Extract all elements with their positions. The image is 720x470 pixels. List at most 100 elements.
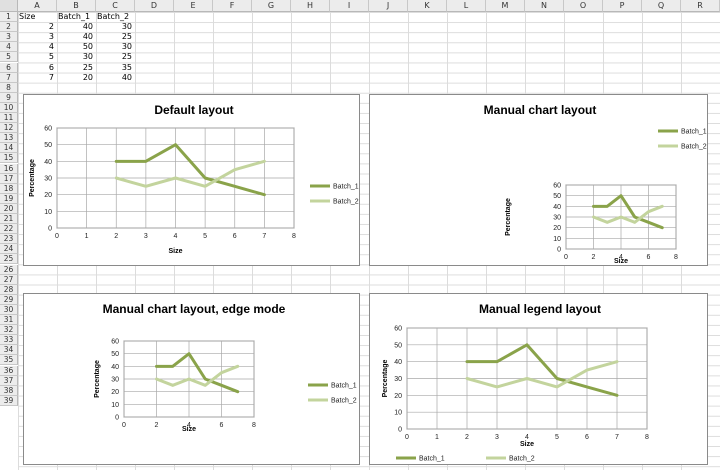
cell-value[interactable]: 5 [48, 52, 54, 62]
cell-value[interactable]: 40 [82, 32, 93, 42]
y-tick-label: 60 [394, 326, 402, 333]
row-header-29[interactable]: 29 [0, 294, 18, 305]
cell-value[interactable]: 25 [121, 32, 132, 42]
column-header-f[interactable]: F [213, 0, 252, 12]
y-tick-label: 30 [394, 376, 402, 383]
row-header-1[interactable]: 1 [0, 12, 18, 23]
row-header-19[interactable]: 19 [0, 193, 18, 204]
chart-manual-chart-layout[interactable]: Manual chart layout 0 10 20 30 40 50 60 0 2 4 6 8 Siz… [369, 94, 708, 266]
cell-value[interactable]: 30 [121, 22, 132, 32]
select-all-corner[interactable] [0, 0, 18, 12]
row-header-21[interactable]: 21 [0, 214, 18, 225]
row-header-30[interactable]: 30 [0, 304, 18, 315]
column-header-l[interactable]: L [447, 0, 486, 12]
row-header-38[interactable]: 38 [0, 385, 18, 396]
y-tick-label: 0 [115, 415, 119, 422]
x-tick-label: 4 [187, 422, 191, 429]
row-header-35[interactable]: 35 [0, 355, 18, 366]
row-header-36[interactable]: 36 [0, 365, 18, 376]
cell-value[interactable]: 3 [48, 32, 54, 42]
column-header-n[interactable]: N [525, 0, 564, 12]
column-header-j[interactable]: J [369, 0, 408, 12]
row-header-22[interactable]: 22 [0, 224, 18, 235]
cell-header-size[interactable]: Size [19, 12, 36, 21]
column-header-m[interactable]: M [486, 0, 525, 12]
row-header-17[interactable]: 17 [0, 173, 18, 184]
cell-value[interactable]: 20 [82, 72, 93, 82]
row-header-5[interactable]: 5 [0, 52, 18, 63]
column-header-a[interactable]: A [18, 0, 57, 12]
row-header-13[interactable]: 13 [0, 133, 18, 144]
legend-label: Batch_2 [509, 456, 535, 463]
chart-manual-legend-layout[interactable]: Manual legend layout 0 10 20 30 40 50 60 0 1 2 3 4 5 6… [369, 293, 708, 465]
row-header-16[interactable]: 16 [0, 163, 18, 174]
chart-title: Manual chart layout, edge mode [103, 302, 286, 316]
cell-value[interactable]: 4 [48, 42, 54, 52]
row-header-3[interactable]: 3 [0, 32, 18, 43]
row-header-6[interactable]: 6 [0, 62, 18, 73]
column-header-r[interactable]: R [681, 0, 720, 12]
y-tick-label: 30 [111, 377, 119, 384]
row-header-25[interactable]: 25 [0, 254, 18, 265]
column-header-e[interactable]: E [174, 0, 213, 12]
row-header-9[interactable]: 9 [0, 92, 18, 103]
row-header-8[interactable]: 8 [0, 82, 18, 93]
y-tick-label: 20 [44, 192, 52, 199]
column-header-c[interactable]: C [96, 0, 135, 12]
row-header-26[interactable]: 26 [0, 264, 18, 275]
x-tick-label: 7 [615, 434, 619, 441]
column-header-b[interactable]: B [57, 0, 96, 12]
row-header-2[interactable]: 2 [0, 22, 18, 33]
row-header-32[interactable]: 32 [0, 325, 18, 336]
row-header-28[interactable]: 28 [0, 284, 18, 295]
row-header-20[interactable]: 20 [0, 203, 18, 214]
column-header-q[interactable]: Q [642, 0, 681, 12]
cell-value[interactable]: 40 [82, 22, 93, 32]
column-header-i[interactable]: I [330, 0, 369, 12]
row-header-37[interactable]: 37 [0, 375, 18, 386]
column-header-g[interactable]: G [252, 0, 291, 12]
chart-manual-chart-layout-edge-mode[interactable]: Manual chart layout, edge mode 0 10 20 30 40 5… [23, 293, 360, 465]
cell-value[interactable]: 35 [121, 62, 132, 72]
column-header-h[interactable]: H [291, 0, 330, 12]
row-header-18[interactable]: 18 [0, 183, 18, 194]
cell-value[interactable]: 50 [82, 42, 93, 52]
x-tick-label: 5 [203, 233, 207, 240]
y-tick-label: 40 [394, 359, 402, 366]
x-tick-label: 6 [233, 233, 237, 240]
row-header-10[interactable]: 10 [0, 102, 18, 113]
row-header-15[interactable]: 15 [0, 153, 18, 164]
cell-value[interactable]: 6 [48, 62, 54, 72]
row-header-24[interactable]: 24 [0, 244, 18, 255]
cell-value[interactable]: 25 [121, 52, 132, 62]
row-header-4[interactable]: 4 [0, 42, 18, 53]
row-header-27[interactable]: 27 [0, 274, 18, 285]
y-tick-label: 0 [398, 427, 402, 434]
cell-value[interactable]: 25 [82, 62, 93, 72]
row-header-31[interactable]: 31 [0, 315, 18, 326]
cell-value[interactable]: 30 [82, 52, 93, 62]
y-tick-label: 20 [111, 389, 119, 396]
row-header-34[interactable]: 34 [0, 345, 18, 356]
cell-value[interactable]: 40 [121, 72, 132, 82]
row-header-33[interactable]: 33 [0, 335, 18, 346]
cell-value[interactable]: 2 [48, 22, 54, 32]
cell-value[interactable]: 30 [121, 42, 132, 52]
cell-value[interactable]: 7 [48, 72, 54, 82]
row-header-11[interactable]: 11 [0, 113, 18, 124]
x-tick-label: 4 [525, 434, 529, 441]
column-header-d[interactable]: D [135, 0, 174, 12]
cell-header-batch-1[interactable]: Batch_1 [58, 12, 91, 21]
row-header-14[interactable]: 14 [0, 143, 18, 154]
column-header-k[interactable]: K [408, 0, 447, 12]
row-header-23[interactable]: 23 [0, 234, 18, 245]
column-header-p[interactable]: P [603, 0, 642, 12]
row-header-12[interactable]: 12 [0, 123, 18, 134]
cell-header-batch-2[interactable]: Batch_2 [97, 12, 130, 21]
row-header-39[interactable]: 39 [0, 395, 18, 406]
y-tick-label: 50 [44, 142, 52, 149]
chart-default-layout[interactable]: Default layout 0 10 20 30 40 50 60 0 1 2 3 4 5 6 7 8 Size… [23, 94, 360, 266]
row-header-7[interactable]: 7 [0, 72, 18, 83]
x-tick-label: 8 [252, 422, 256, 429]
column-header-o[interactable]: O [564, 0, 603, 12]
